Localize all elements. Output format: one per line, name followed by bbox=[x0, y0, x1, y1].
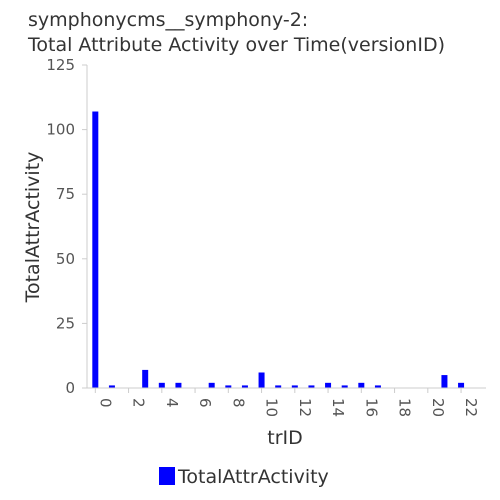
x-tick-label: 14 bbox=[329, 398, 347, 417]
chart-title: symphonycms__symphony-2: bbox=[28, 9, 308, 31]
x-tick-label: 8 bbox=[229, 398, 247, 408]
legend-label: TotalAttrActivity bbox=[177, 466, 329, 488]
y-tick-label: 75 bbox=[56, 185, 75, 203]
x-tick-label: 4 bbox=[163, 398, 181, 408]
bar-series bbox=[92, 111, 465, 389]
bar bbox=[291, 385, 298, 388]
bar bbox=[325, 382, 332, 388]
x-tick-label: 2 bbox=[130, 398, 148, 408]
bar bbox=[441, 375, 448, 388]
bar bbox=[92, 111, 99, 389]
x-tick-label: 22 bbox=[462, 398, 480, 417]
bar bbox=[458, 382, 465, 388]
x-tick-label: 12 bbox=[296, 398, 314, 417]
bar bbox=[358, 382, 365, 388]
bar bbox=[308, 385, 315, 388]
y-tick-label: 125 bbox=[46, 56, 75, 74]
bar bbox=[275, 385, 282, 388]
y-tick-label: 25 bbox=[56, 314, 75, 332]
bar bbox=[175, 382, 182, 388]
bar bbox=[142, 369, 149, 388]
bar bbox=[341, 385, 348, 388]
x-tick-label: 20 bbox=[429, 398, 447, 417]
bar bbox=[108, 385, 115, 388]
y-tick-label: 50 bbox=[56, 250, 75, 268]
y-tick-label: 0 bbox=[65, 379, 75, 397]
bar bbox=[374, 385, 381, 388]
chart-subtitle: Total Attribute Activity over Time(versi… bbox=[27, 34, 445, 56]
x-axis-ticks: 0 2 4 6 8 10 12 14 16 18 20 22 bbox=[94, 388, 480, 417]
x-axis-title: trID bbox=[267, 427, 303, 449]
bar bbox=[241, 385, 248, 388]
bar bbox=[225, 385, 232, 388]
legend: TotalAttrActivity bbox=[159, 466, 329, 488]
y-axis-ticks: 0 25 50 75 100 125 bbox=[46, 56, 87, 397]
y-axis-title: TotalAttrActivity bbox=[22, 152, 44, 304]
bar bbox=[158, 382, 165, 388]
x-tick-label: 18 bbox=[396, 398, 414, 417]
x-tick-label: 0 bbox=[96, 398, 114, 408]
bar bbox=[208, 382, 215, 388]
x-tick-label: 16 bbox=[362, 398, 380, 417]
legend-swatch bbox=[159, 467, 175, 485]
bar bbox=[258, 372, 265, 388]
x-tick-label: 10 bbox=[263, 398, 281, 417]
x-tick-label: 6 bbox=[196, 398, 214, 408]
y-tick-label: 100 bbox=[46, 121, 75, 139]
